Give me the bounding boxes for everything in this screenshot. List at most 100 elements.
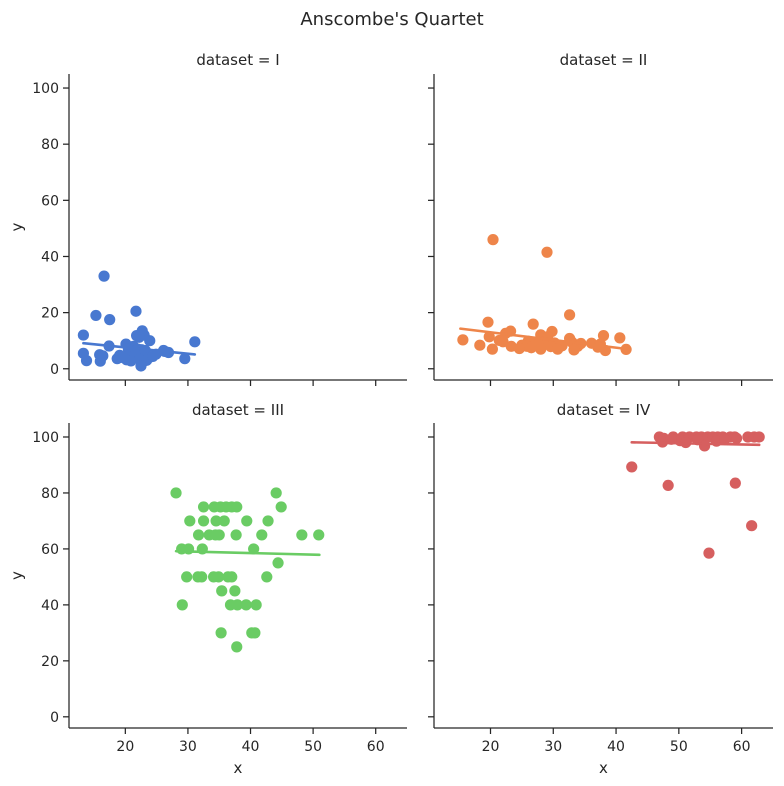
panel-iii-point — [231, 599, 243, 611]
panel-iv-x-tick-label: 50 — [670, 739, 688, 755]
panel-ii-point — [513, 342, 525, 355]
panel-iv-x-tick-label: 30 — [544, 739, 562, 755]
panel-iii-point — [213, 529, 225, 541]
panel-ii-fit-line — [459, 327, 630, 351]
panel-iii-y-tick-label: 60 — [41, 542, 59, 558]
panel-ii-title: dataset = II — [560, 51, 648, 69]
panel-i-point — [144, 335, 156, 347]
panel-i-y-tick-label: 0 — [50, 362, 59, 378]
panel-iii-x-tick-label: 50 — [304, 739, 322, 755]
panel-iii-point — [197, 501, 210, 513]
chart-title: Anscombe's Quartet — [300, 9, 483, 30]
panel-iii: dataset = III 0 20 40 60 80 100 20 30 40 50 60 y x — [8, 401, 407, 777]
panel-i-point — [77, 329, 89, 341]
panel-i-point — [133, 331, 145, 343]
panel-i: dataset = I 0 20 40 60 80 100 y — [8, 51, 407, 386]
panel-iv-point — [662, 479, 674, 491]
panel-i-point — [130, 305, 142, 317]
panel-iii-point — [313, 529, 325, 541]
panel-i-point — [98, 270, 110, 282]
panel-iv-x-tick-label: 20 — [482, 739, 500, 755]
panel-iii-point — [261, 571, 273, 583]
panel-iii-point — [296, 529, 308, 541]
panel-i-point — [104, 314, 116, 326]
panel-iii-point — [184, 515, 196, 527]
panel-iii-point — [231, 641, 243, 653]
panel-iii-point — [250, 599, 262, 611]
panel-iii-point — [192, 529, 205, 541]
panel-ii-point — [597, 330, 610, 342]
panel-ii-point — [486, 343, 498, 355]
panel-i-y-label: y — [8, 222, 26, 231]
panel-i-point — [117, 351, 129, 364]
panel-ii-point — [564, 309, 576, 321]
panel-ii-point — [614, 332, 626, 344]
panel-ii-point — [541, 246, 553, 258]
panel-i-y-tick-label: 40 — [41, 249, 59, 265]
panel-iii-y-tick-label: 0 — [50, 710, 59, 726]
panel-i-point — [179, 353, 191, 365]
panel-ii-point — [482, 316, 494, 328]
panel-i-y-tick-label: 60 — [41, 193, 59, 209]
panel-iv-point — [626, 461, 638, 473]
panel-ii-point — [474, 339, 486, 351]
panel-i-y-tick-label: 80 — [41, 137, 59, 153]
panel-i-point — [90, 309, 102, 322]
panel-iii-y-tick-label: 80 — [41, 486, 59, 502]
panel-iv-x-tick-label: 60 — [733, 739, 751, 755]
panel-iii-point — [181, 571, 193, 583]
panel-iii-y-tick-label: 20 — [41, 654, 59, 670]
panel-iv: dataset = IV 20 30 40 50 60 x — [428, 401, 773, 777]
panel-ii-point — [483, 331, 495, 343]
panel-iv-title: dataset = IV — [557, 401, 651, 419]
panel-iii-y-tick-label: 40 — [41, 598, 59, 614]
panel-iii-y-tick-label: 100 — [32, 430, 59, 446]
panel-iii-point — [248, 543, 260, 555]
panel-iii-point — [215, 627, 227, 639]
panel-iii-point — [196, 571, 208, 583]
panel-iii-point — [231, 501, 243, 513]
panel-iii-point — [197, 515, 210, 527]
panel-iv-point — [729, 477, 741, 489]
panel-iv-point — [753, 431, 765, 443]
panel-iii-point — [218, 515, 230, 527]
panel-iii-point — [176, 599, 188, 611]
panel-iii-fit-line — [174, 549, 321, 557]
panel-iii-point — [240, 599, 252, 611]
panel-i-y-tick-label: 100 — [32, 81, 59, 97]
panel-iii-point — [226, 571, 238, 583]
panel-ii-point — [525, 342, 537, 354]
panel-ii-point — [497, 336, 509, 348]
panel-iii-point — [241, 515, 253, 527]
panel-iv-point — [746, 520, 758, 532]
panel-iii-point — [249, 627, 261, 639]
panel-iii-x-label: x — [234, 759, 243, 777]
panel-iii-x-tick-label: 30 — [179, 739, 197, 755]
panel-iv-x-tick-label: 40 — [607, 739, 625, 755]
panel-iii-point — [256, 529, 268, 541]
panel-iii-x-tick-label: 40 — [242, 739, 260, 755]
panel-iii-point — [230, 529, 242, 541]
panel-iii-title: dataset = III — [192, 401, 284, 419]
panel-iii-point — [216, 585, 228, 597]
panel-i-point — [80, 355, 93, 367]
panel-ii-point — [457, 334, 469, 346]
panel-iii-point — [170, 487, 182, 499]
panel-iv-fit-line — [630, 441, 761, 447]
panel-iv-x-label: x — [599, 759, 608, 777]
panel-ii-point — [487, 234, 499, 246]
panel-ii: dataset = II — [428, 51, 773, 386]
panel-iii-point — [270, 487, 282, 499]
panel-iv-point — [703, 547, 715, 559]
panel-i-y-tick-label: 20 — [41, 306, 59, 322]
panel-i-point — [189, 336, 201, 348]
panel-i-title: dataset = I — [196, 51, 279, 69]
panel-ii-point — [535, 343, 547, 355]
panel-i-fit-line — [82, 341, 197, 356]
panel-ii-point — [527, 318, 539, 330]
panel-i-point — [94, 355, 106, 367]
panel-iii-point — [272, 557, 284, 569]
panel-ii-point — [552, 343, 564, 355]
panel-iv-point — [730, 432, 743, 444]
